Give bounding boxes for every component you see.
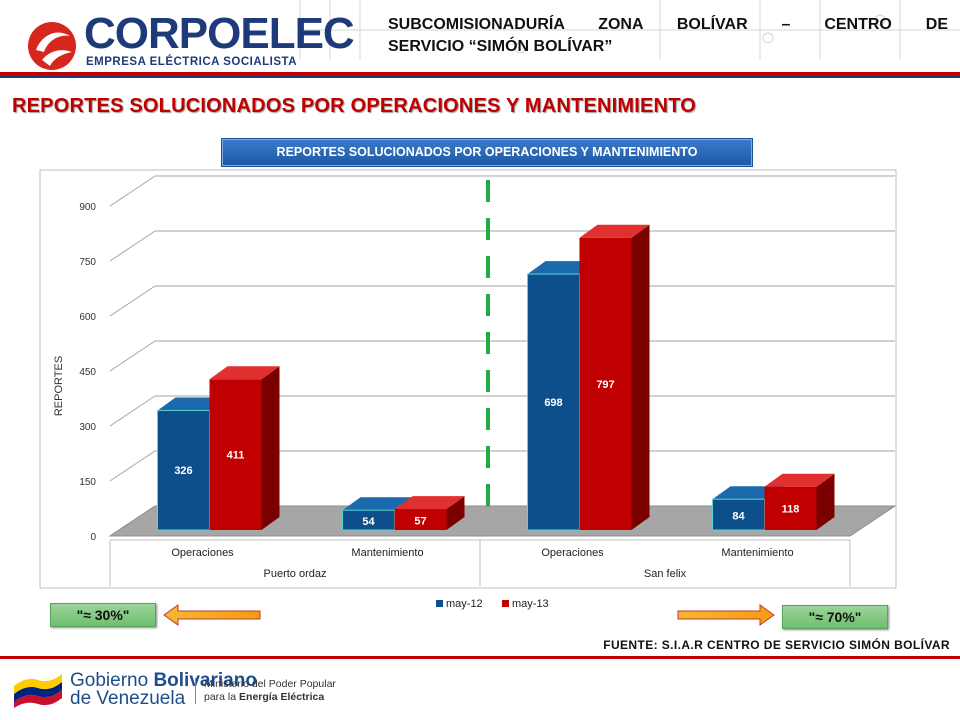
y-axis-label: REPORTES (53, 356, 65, 416)
government-logo-text: Gobierno Bolivariano de Venezuela (70, 670, 257, 709)
venezuela-flag-icon (14, 674, 62, 708)
bar-may-12-3 (712, 498, 765, 531)
bar-side (446, 496, 465, 530)
data-label: 54 (362, 516, 375, 528)
gridline-diag (109, 285, 156, 317)
ministry-line1: Ministerio del Poder Popular (204, 678, 336, 690)
bar-may-12-2 (527, 273, 580, 531)
group-label: Puerto ordaz (264, 568, 327, 580)
footer-divider (0, 656, 960, 659)
left-arrow-icon (163, 604, 261, 626)
gridline-diag (109, 175, 156, 207)
right-percentage-badge: "≈ 70%" (782, 605, 888, 629)
gridline-diag (109, 395, 156, 427)
data-label: 326 (174, 465, 192, 477)
legend-label: may-12 (446, 598, 483, 610)
bar-may-13-0 (209, 379, 262, 530)
bar-may-12-0 (157, 409, 210, 531)
chart-title-banner: REPORTES SOLUCIONADOS POR OPERACIONES Y … (222, 139, 752, 166)
x-tick-label: Mantenimiento (351, 547, 423, 559)
x-tick-label: Operaciones (541, 547, 604, 559)
ministry-text: Ministerio del Poder Popular para la Ene… (195, 678, 336, 704)
bar-side (261, 366, 280, 530)
ministry-line2-prefix: para la (204, 691, 240, 703)
chart-floor (108, 505, 897, 537)
source-note: FUENTE: S.I.A.R CENTRO DE SERVICIO SIMÓN… (603, 638, 950, 652)
data-label: 57 (414, 516, 426, 528)
gridline-diag (109, 340, 156, 372)
bar-top (342, 497, 413, 511)
y-tick-label: 300 (79, 422, 96, 433)
bar-side (631, 224, 650, 530)
y-tick-label: 900 (79, 202, 96, 213)
bar-top (764, 473, 835, 487)
x-tick-label: Operaciones (171, 547, 234, 559)
legend-swatch (502, 600, 509, 607)
bar-side (816, 473, 835, 530)
bar-top (394, 496, 465, 510)
bar-top (579, 224, 650, 238)
header-title-line1: SUBCOMISIONADURÍA ZONA BOLÍVAR – CENTRO … (388, 16, 948, 33)
gov-line1-bold: Bolivariano (153, 670, 257, 691)
gov-line2: de Venezuela (70, 688, 186, 709)
data-label: 84 (732, 511, 745, 523)
data-label: 118 (782, 503, 800, 515)
y-tick-label: 600 (79, 312, 96, 323)
y-tick-label: 750 (79, 257, 96, 268)
group-label: San felix (644, 568, 687, 580)
data-label: 797 (596, 379, 614, 391)
bar-chart: 0 150 300 450 600 750 900 REPORTES 326 411 54 57 698… (39, 169, 897, 610)
y-tick-label: 0 (90, 532, 96, 543)
y-tick-label: 150 (79, 477, 96, 488)
header-title-line2: SERVICIO “SIMÓN BOLÍVAR” (388, 38, 613, 55)
legend-swatch (436, 600, 443, 607)
right-arrow-icon (677, 604, 775, 626)
header-background (0, 0, 960, 78)
left-percentage-badge: "≈ 30%" (50, 603, 156, 627)
corpoelec-logo-icon (28, 22, 76, 70)
y-tick-label: 450 (79, 367, 96, 378)
bar-may-13-2 (579, 237, 632, 530)
legend-label: may-13 (512, 598, 549, 610)
bar-may-13-1 (394, 509, 447, 530)
ministry-line2-bold: Energía Eléctrica (239, 691, 325, 703)
gridline-diag (109, 230, 156, 262)
bar-may-13-3 (764, 486, 817, 530)
bar-top (209, 366, 280, 380)
data-label: 698 (544, 397, 562, 409)
data-label: 411 (227, 450, 245, 462)
logo-name: CORPOELEC (84, 9, 355, 58)
gridline-diag (109, 450, 156, 482)
gov-line1-prefix: Gobierno (70, 670, 154, 691)
page-title: REPORTES SOLUCIONADOS POR OPERACIONES Y … (12, 95, 697, 117)
logo-subtitle: EMPRESA ELÉCTRICA SOCIALISTA (86, 56, 297, 68)
x-tick-label: Mantenimiento (721, 547, 793, 559)
